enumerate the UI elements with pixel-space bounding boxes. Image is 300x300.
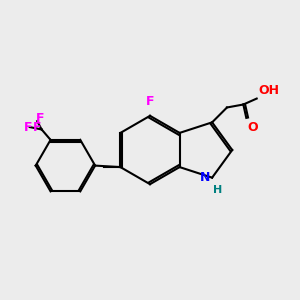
Text: OH: OH bbox=[258, 84, 279, 97]
Text: H: H bbox=[213, 185, 222, 195]
Text: F: F bbox=[36, 112, 44, 125]
Text: O: O bbox=[248, 121, 258, 134]
Text: N: N bbox=[200, 171, 211, 184]
Text: F: F bbox=[33, 122, 41, 134]
Text: F: F bbox=[146, 95, 154, 108]
Text: F: F bbox=[24, 122, 32, 134]
